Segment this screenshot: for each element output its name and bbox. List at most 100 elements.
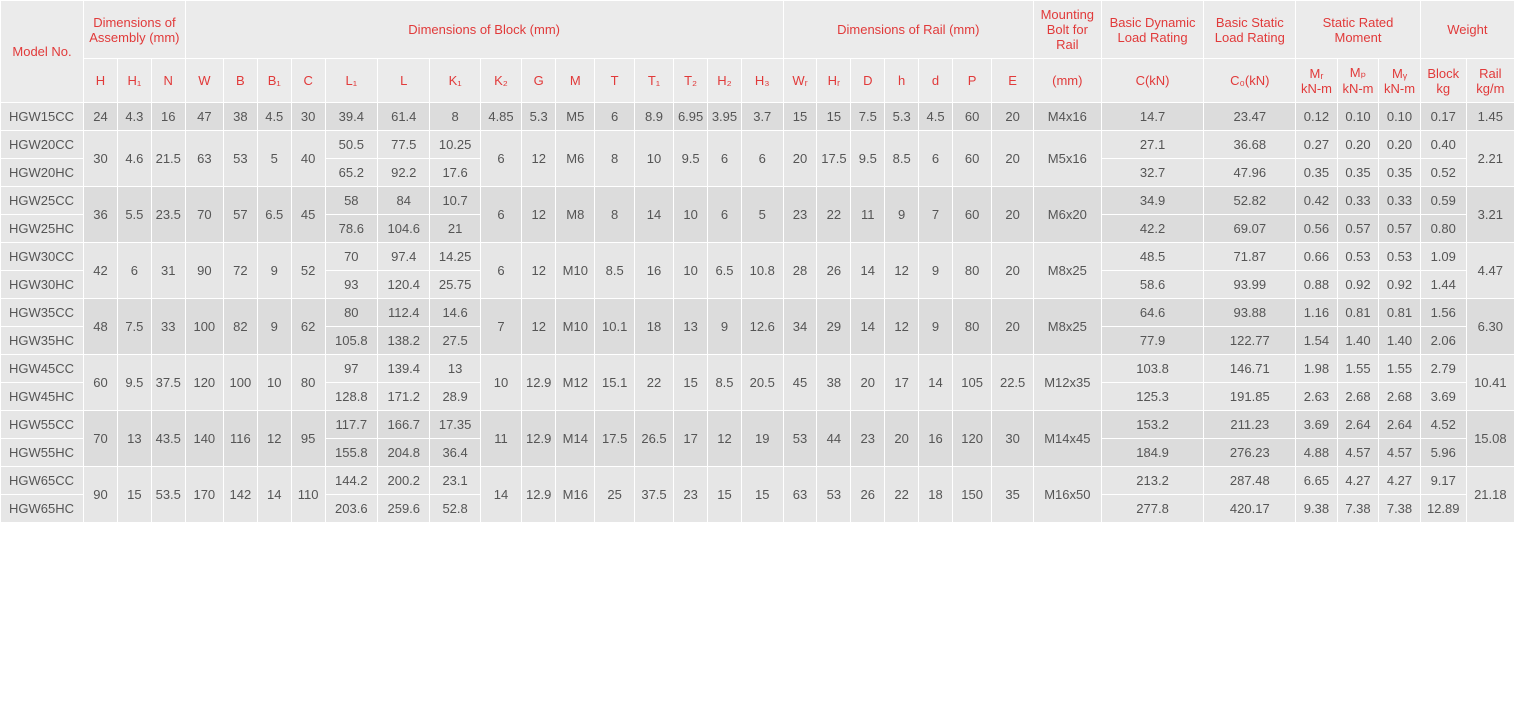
cell: 6 <box>480 243 522 299</box>
hdr-assembly: Dimensions of Assembly (mm) <box>84 1 186 59</box>
cell: 52.82 <box>1204 187 1296 215</box>
cell: 18 <box>634 299 673 355</box>
hdr-G: G <box>522 59 556 103</box>
cell: 36 <box>84 187 118 243</box>
hdr-T1: T₁ <box>634 59 673 103</box>
cell: 7.38 <box>1379 495 1421 523</box>
cell: 93.99 <box>1204 271 1296 299</box>
cell: 100 <box>223 355 257 411</box>
cell: HGW45HC <box>1 383 84 411</box>
cell: 12 <box>522 131 556 187</box>
cell: 52.8 <box>430 495 480 523</box>
cell: 20 <box>851 355 885 411</box>
cell: M12 <box>556 355 595 411</box>
cell: 17.5 <box>817 131 851 187</box>
cell: 3.21 <box>1466 187 1514 243</box>
cell: 7 <box>919 187 953 243</box>
cell: 45 <box>291 187 325 243</box>
cell: 93.88 <box>1204 299 1296 327</box>
cell: 10.25 <box>430 131 480 159</box>
cell: 0.10 <box>1379 103 1421 131</box>
table-header: Model No. Dimensions of Assembly (mm) Di… <box>1 1 1515 103</box>
cell: 2.06 <box>1420 327 1466 355</box>
cell: 12 <box>522 299 556 355</box>
cell: 0.81 <box>1337 299 1379 327</box>
cell: M4x16 <box>1033 103 1101 131</box>
cell: 0.56 <box>1296 215 1338 243</box>
table-row: HGW45CC609.537.5120100108097139.4131012.… <box>1 355 1515 383</box>
cell: 0.35 <box>1337 159 1379 187</box>
cell: HGW35CC <box>1 299 84 327</box>
hdr-rail: Rail kg/m <box>1466 59 1514 103</box>
cell: 31 <box>151 243 185 299</box>
cell: 90 <box>84 467 118 523</box>
cell: 38 <box>817 355 851 411</box>
cell: 16 <box>151 103 185 131</box>
cell: 12 <box>885 299 919 355</box>
cell: 62 <box>291 299 325 355</box>
hdr-My: Mᵧ kN-m <box>1379 59 1421 103</box>
cell: 78.6 <box>325 215 377 243</box>
cell: 1.16 <box>1296 299 1338 327</box>
cell: 80 <box>325 299 377 327</box>
cell: 42.2 <box>1101 215 1204 243</box>
cell: 95 <box>291 411 325 467</box>
cell: M6x20 <box>1033 187 1101 243</box>
cell: 15 <box>117 467 151 523</box>
cell: 60 <box>952 187 991 243</box>
cell: 37.5 <box>151 355 185 411</box>
hdr-M: M <box>556 59 595 103</box>
cell: 48.5 <box>1101 243 1204 271</box>
cell: 20 <box>992 299 1034 355</box>
cell: 47.96 <box>1204 159 1296 187</box>
hdr-stat-top: Basic Static Load Rating <box>1204 1 1296 59</box>
cell: 70 <box>325 243 377 271</box>
cell: 5.3 <box>885 103 919 131</box>
cell: 1.55 <box>1337 355 1379 383</box>
cell: 13 <box>674 299 708 355</box>
cell: 5.3 <box>522 103 556 131</box>
cell: 22.5 <box>992 355 1034 411</box>
hdr-d: d <box>919 59 953 103</box>
cell: 15 <box>817 103 851 131</box>
cell: 9.5 <box>674 131 708 187</box>
cell: 71.87 <box>1204 243 1296 271</box>
cell: 0.53 <box>1379 243 1421 271</box>
cell: HGW55HC <box>1 439 84 467</box>
cell: 39.4 <box>325 103 377 131</box>
cell: 69.07 <box>1204 215 1296 243</box>
cell: 9 <box>885 187 919 243</box>
cell: 28 <box>783 243 817 299</box>
cell: 155.8 <box>325 439 377 467</box>
hdr-K1: K₁ <box>430 59 480 103</box>
cell: 9 <box>919 243 953 299</box>
cell: 12.89 <box>1420 495 1466 523</box>
cell: 2.64 <box>1337 411 1379 439</box>
table-row: HGW35CC487.5331008296280112.414.6712M101… <box>1 299 1515 327</box>
cell: 10 <box>674 243 708 299</box>
cell: 112.4 <box>378 299 430 327</box>
cell: 139.4 <box>378 355 430 383</box>
cell: 0.80 <box>1420 215 1466 243</box>
cell: 61.4 <box>378 103 430 131</box>
cell: 0.66 <box>1296 243 1338 271</box>
cell: 6 <box>708 131 742 187</box>
cell: 52 <box>291 243 325 299</box>
cell: 1.56 <box>1420 299 1466 327</box>
cell: 276.23 <box>1204 439 1296 467</box>
cell: 26 <box>851 467 885 523</box>
cell: 2.68 <box>1337 383 1379 411</box>
cell: 2.64 <box>1379 411 1421 439</box>
cell: 15 <box>741 467 783 523</box>
table-row: HGW25CC365.523.570576.545588410.7612M881… <box>1 187 1515 215</box>
cell: 10.1 <box>595 299 634 355</box>
cell: M10 <box>556 299 595 355</box>
cell: 0.35 <box>1296 159 1338 187</box>
cell: HGW55CC <box>1 411 84 439</box>
cell: 30 <box>291 103 325 131</box>
cell: 4.57 <box>1379 439 1421 467</box>
hdr-N: N <box>151 59 185 103</box>
cell: 77.9 <box>1101 327 1204 355</box>
cell: 53 <box>783 411 817 467</box>
cell: 10 <box>674 187 708 243</box>
